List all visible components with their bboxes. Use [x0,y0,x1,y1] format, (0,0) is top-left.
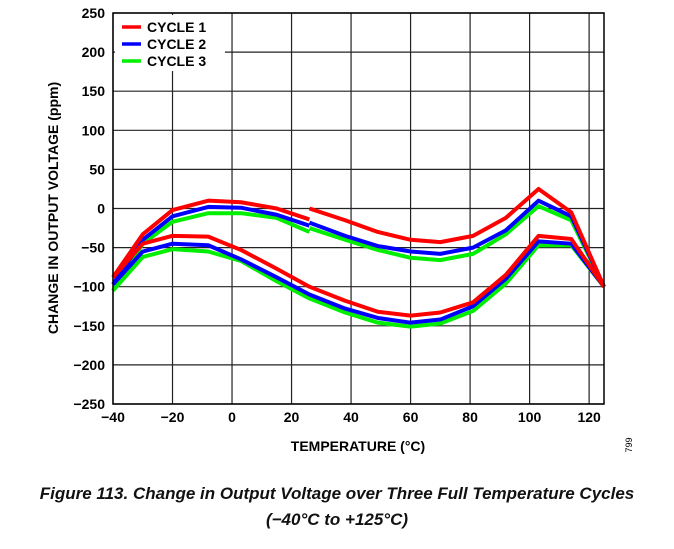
legend-label: CYCLE 3 [147,53,206,69]
series-lines [111,186,606,329]
caption-line-2: (−40°C to +125°C) [265,510,409,529]
cycle-3-lower-line [111,243,606,329]
x-axis-label: TEMPERATURE (°C) [291,438,425,454]
y-tick-label: −50 [81,240,105,256]
y-tick-label: −100 [73,279,105,295]
y-tick-label: 250 [82,5,106,21]
caption-line-1: Figure 113. Change in Output Voltage ove… [39,484,635,503]
x-tick-label: −40 [101,409,125,425]
y-tick-label: 100 [82,122,106,138]
y-tick-label: −250 [73,396,105,412]
cycle-3-upper-line-b [308,204,606,288]
x-tick-label: 60 [403,409,419,425]
y-tick-label: −150 [73,318,105,334]
x-tick-label: 100 [518,409,542,425]
y-tick-label: 0 [97,201,105,217]
cycle-1-lower-line [111,233,606,318]
cycle-1-upper-line-a [111,198,311,279]
y-axis-label: CHANGE IN OUTPUT VOLTAGE (ppm) [45,82,61,334]
legend-label: CYCLE 1 [147,19,206,35]
cycle-2-lower-line [111,239,606,325]
x-tick-label: 120 [577,409,601,425]
cycle-2-upper-line-a [111,204,311,286]
y-tick-label: 150 [82,83,106,99]
tick-labels: −40 −20 0 20 40 60 80 100 120250200150100500−50−… [73,5,601,425]
x-tick-label: 80 [462,409,478,425]
x-tick-label: 20 [284,409,300,425]
y-tick-label: 200 [82,44,106,60]
cycle-1-upper-line-b [308,186,606,288]
x-tick-label: −20 [161,409,185,425]
figure-id: 799 [624,437,634,452]
cycle-2-upper-line-b [308,198,606,288]
y-tick-label: −200 [73,357,105,373]
x-tick-label: 0 [228,409,236,425]
legend-label: CYCLE 2 [147,36,206,52]
y-tick-label: 50 [89,161,105,177]
plot-frame [112,12,605,405]
x-tick-label: 40 [343,409,359,425]
